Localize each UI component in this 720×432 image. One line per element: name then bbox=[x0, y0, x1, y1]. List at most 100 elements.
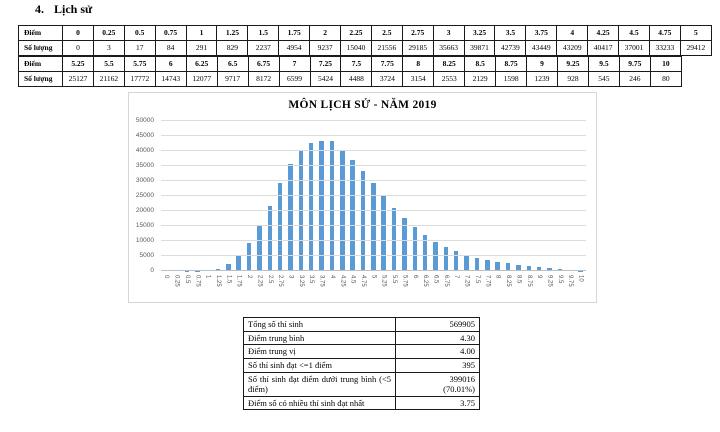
x-tick-label: 2.25 bbox=[256, 275, 263, 287]
x-tick-slot: 9 bbox=[534, 273, 544, 301]
x-tick-slot: 1.25 bbox=[213, 273, 223, 301]
bar-slot bbox=[399, 121, 409, 271]
bar-slot bbox=[202, 121, 212, 271]
x-tick-label: 2.75 bbox=[277, 275, 284, 287]
x-tick-label: 2.5 bbox=[266, 275, 273, 284]
bar-slot bbox=[296, 121, 306, 271]
x-tick-label: 3.75 bbox=[318, 275, 325, 287]
x-tick-slot: 8.5 bbox=[513, 273, 523, 301]
summary-table: Tổng số thí sinh 569905 Điểm trung bình 4.3… bbox=[243, 317, 480, 411]
x-tick-label: 4.75 bbox=[360, 275, 366, 287]
x-tick-label: 9 bbox=[536, 275, 543, 279]
bar bbox=[381, 195, 386, 271]
bar-slot bbox=[254, 121, 264, 271]
score-cell: 0.75 bbox=[154, 25, 187, 41]
count-cell: 9717 bbox=[216, 71, 249, 87]
table-row: Điểm 0 0.25 0.5 0.75 1 1.25 1.5 1.75 2 2.25 2.5 2.75… bbox=[18, 25, 713, 41]
score-cell: 6 bbox=[154, 56, 187, 72]
x-tick-slot: 9.25 bbox=[544, 273, 554, 301]
score-cell: 3 bbox=[432, 25, 465, 41]
score-cell: 7.5 bbox=[340, 56, 373, 72]
score-cell: 6.75 bbox=[247, 56, 280, 72]
bars-container bbox=[161, 121, 586, 271]
x-tick-label: 5.25 bbox=[380, 275, 387, 287]
score-cell: 7 bbox=[278, 56, 311, 72]
x-tick-slot: 8.75 bbox=[524, 273, 534, 301]
x-tick-label: 9.25 bbox=[546, 275, 553, 287]
y-tick-label: 35000 bbox=[135, 161, 154, 169]
x-tick-label: 0.75 bbox=[194, 275, 201, 287]
x-tick-label: 8.25 bbox=[505, 275, 512, 287]
count-cell: 39871 bbox=[463, 40, 496, 56]
score-cell: 8.25 bbox=[433, 56, 466, 72]
summary-row: Điểm trung bình 4.30 bbox=[243, 330, 480, 346]
score-cell: 5.25 bbox=[62, 56, 94, 72]
x-tick-label: 6.25 bbox=[422, 275, 429, 287]
score-row-header: Điểm bbox=[18, 25, 63, 41]
score-cell: 9.25 bbox=[557, 56, 589, 72]
bar bbox=[536, 267, 542, 271]
x-tick-label: 0 bbox=[163, 275, 170, 279]
x-tick-slot: 7.25 bbox=[461, 273, 471, 301]
score-cell: 10 bbox=[649, 56, 683, 72]
x-tick-slot: 3.25 bbox=[296, 273, 306, 301]
count-cell: 5424 bbox=[309, 71, 342, 87]
count-cell: 43209 bbox=[556, 40, 589, 56]
x-tick-slot: 5.25 bbox=[379, 273, 389, 301]
summary-row: Điểm trung vị 4.00 bbox=[243, 344, 480, 359]
score-cell: 6.5 bbox=[216, 56, 249, 72]
bar bbox=[288, 164, 293, 271]
x-tick-slot: 6.75 bbox=[441, 273, 451, 301]
bar bbox=[257, 225, 262, 271]
count-cell: 545 bbox=[587, 71, 620, 87]
count-cell: 829 bbox=[216, 40, 249, 56]
x-tick-label: 1 bbox=[204, 275, 211, 279]
bar bbox=[277, 183, 283, 271]
bar bbox=[505, 263, 511, 271]
x-tick-slot: 5 bbox=[368, 273, 378, 301]
bar bbox=[308, 142, 314, 271]
count-cell: 6599 bbox=[278, 71, 311, 87]
score-cell: 0.5 bbox=[123, 25, 156, 41]
x-tick-slot: 0.75 bbox=[192, 273, 202, 301]
x-tick-label: 5.75 bbox=[401, 275, 408, 287]
x-tick-label: 7 bbox=[453, 275, 460, 279]
count-cell: 84 bbox=[154, 40, 187, 56]
y-tick-label: 45000 bbox=[135, 131, 154, 139]
section-title: Lịch sử bbox=[54, 2, 93, 16]
bar-slot bbox=[347, 121, 357, 271]
x-tick-label: 5.5 bbox=[391, 275, 398, 284]
count-cell: 0 bbox=[62, 40, 94, 56]
x-tick-slot: 2 bbox=[244, 273, 254, 301]
summary-label: Tổng số thí sinh bbox=[243, 317, 396, 332]
x-tick-slot: 0.25 bbox=[171, 273, 181, 301]
x-tick-slot: 1 bbox=[202, 273, 212, 301]
x-tick-label: 5 bbox=[370, 275, 377, 279]
gridline bbox=[161, 210, 586, 211]
count-cell: 42739 bbox=[494, 40, 527, 56]
summary-row: Điểm số có nhiều thí sinh đạt nhất 3.75 bbox=[243, 395, 480, 411]
x-tick-slot: 0 bbox=[161, 273, 171, 301]
score-cell: 5.75 bbox=[123, 56, 156, 72]
count-cell: 12077 bbox=[185, 71, 218, 87]
summary-value: 4.30 bbox=[395, 330, 480, 346]
bar-slot bbox=[192, 121, 202, 271]
count-cell: 1239 bbox=[526, 71, 558, 87]
x-tick-slot: 7.5 bbox=[472, 273, 482, 301]
x-tick-label: 10 bbox=[577, 275, 584, 282]
count-cell: 4488 bbox=[340, 71, 373, 87]
bar-slot bbox=[213, 121, 223, 271]
x-tick-label: 3.5 bbox=[308, 275, 315, 284]
bar-slot bbox=[430, 121, 440, 271]
x-tick-label: 4.5 bbox=[349, 275, 356, 284]
count-cell: 29412 bbox=[679, 40, 713, 56]
bar bbox=[433, 241, 438, 271]
summary-value: 4.00 bbox=[395, 344, 480, 359]
bar bbox=[453, 251, 459, 271]
summary-value: 569905 bbox=[395, 317, 480, 332]
bar-slot bbox=[306, 121, 316, 271]
bar bbox=[267, 206, 273, 271]
bar-slot bbox=[337, 121, 347, 271]
count-cell: 80 bbox=[649, 71, 683, 87]
